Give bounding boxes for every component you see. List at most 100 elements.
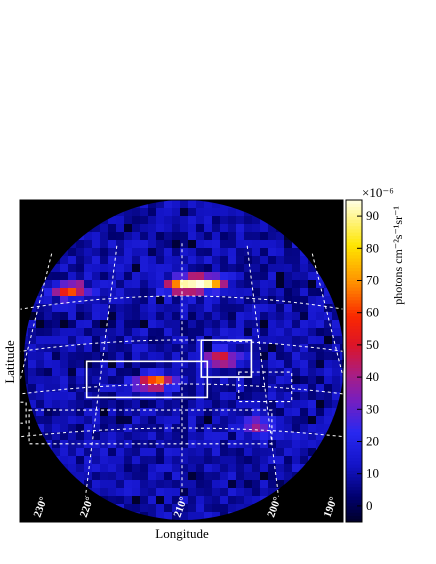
longitude-line bbox=[20, 253, 53, 383]
heatmap-cell bbox=[60, 352, 68, 360]
heatmap-cell bbox=[260, 336, 268, 344]
heatmap-cell bbox=[76, 464, 84, 472]
heatmap-cell bbox=[60, 304, 68, 312]
heatmap-cell bbox=[284, 320, 292, 328]
heatmap-cell bbox=[244, 408, 252, 416]
heatmap-cell bbox=[68, 400, 76, 408]
heatmap-cell bbox=[300, 360, 308, 368]
heatmap-cell bbox=[68, 320, 76, 328]
heatmap-cell bbox=[100, 416, 108, 424]
heatmap-cell bbox=[92, 320, 100, 328]
heatmap-cell bbox=[228, 280, 236, 288]
heatmap-cell bbox=[76, 432, 84, 440]
heatmap-cell bbox=[100, 272, 108, 280]
heatmap-cell bbox=[92, 472, 100, 480]
colorbar-swatch bbox=[346, 393, 362, 397]
heatmap-cell bbox=[76, 376, 84, 384]
heatmap-cell bbox=[124, 232, 132, 240]
heatmap-cell bbox=[308, 280, 316, 288]
heatmap-cell bbox=[60, 336, 68, 344]
heatmap-cell bbox=[276, 400, 284, 408]
heatmap-cell bbox=[316, 408, 324, 416]
heatmap-cell bbox=[44, 272, 52, 280]
heatmap-cell bbox=[228, 352, 236, 360]
heatmap-cell bbox=[284, 376, 292, 384]
heatmap-cell bbox=[124, 296, 132, 304]
heatmap-cell bbox=[316, 352, 324, 360]
colorbar-swatch bbox=[346, 338, 362, 343]
heatmap-cell bbox=[236, 224, 244, 232]
heatmap-cell bbox=[164, 376, 172, 384]
heatmap-cell bbox=[284, 352, 292, 360]
heatmap-cell bbox=[68, 424, 76, 432]
heatmap-cell bbox=[188, 248, 196, 256]
heatmap-cell bbox=[140, 272, 148, 280]
heatmap-cell bbox=[60, 400, 68, 408]
heatmap-cell bbox=[292, 432, 300, 440]
colorbar-swatch bbox=[346, 464, 362, 468]
heatmap-cell bbox=[100, 320, 108, 328]
heatmap-cell bbox=[220, 320, 228, 328]
heatmap-cell bbox=[108, 416, 116, 424]
heatmap-cell bbox=[164, 400, 172, 408]
colorbar-swatch bbox=[346, 299, 362, 304]
heatmap-cell bbox=[260, 472, 268, 480]
longitude-line bbox=[311, 253, 343, 379]
heatmap-cell bbox=[148, 264, 156, 272]
heatmap-cell bbox=[268, 312, 276, 320]
heatmap-cell bbox=[36, 424, 44, 432]
heatmap-cell bbox=[68, 304, 76, 312]
heatmap-cell bbox=[244, 264, 252, 272]
heatmap-cell bbox=[236, 328, 244, 336]
heatmap-cell bbox=[108, 472, 116, 480]
heatmap-cell bbox=[308, 432, 316, 440]
heatmap-cell bbox=[204, 272, 212, 280]
heatmap-cell bbox=[308, 336, 316, 344]
colorbar-swatch bbox=[346, 280, 362, 285]
heatmap-cell bbox=[204, 208, 212, 216]
heatmap-cell bbox=[156, 448, 164, 456]
heatmap-cell bbox=[76, 424, 84, 432]
heatmap-cell bbox=[92, 488, 100, 496]
colorbar-tick-label: 50 bbox=[366, 337, 379, 352]
heatmap-cell bbox=[276, 320, 284, 328]
heatmap-cell bbox=[116, 312, 124, 320]
heatmap-cell bbox=[68, 280, 76, 288]
heatmap-cell bbox=[100, 256, 108, 264]
heatmap-cell bbox=[228, 288, 236, 296]
heatmap-cell bbox=[140, 368, 148, 376]
heatmap-cell bbox=[44, 376, 52, 384]
heatmap-cell bbox=[76, 328, 84, 336]
heatmap-cell bbox=[228, 400, 236, 408]
heatmap-cell bbox=[140, 400, 148, 408]
latitude-label: -10° bbox=[0, 347, 4, 359]
heatmap-cell bbox=[228, 456, 236, 464]
heatmap-cell bbox=[84, 424, 92, 432]
heatmap-cell bbox=[92, 272, 100, 280]
heatmap-cell bbox=[284, 456, 292, 464]
heatmap-cell bbox=[52, 304, 60, 312]
heatmap-cell bbox=[108, 424, 116, 432]
colorbar-swatch bbox=[346, 470, 362, 475]
colorbar-swatch bbox=[346, 499, 362, 504]
colorbar-swatch bbox=[346, 402, 362, 407]
heatmap-cell bbox=[244, 416, 252, 424]
heatmap-cell bbox=[68, 464, 76, 472]
heatmap-cell bbox=[324, 312, 332, 320]
heatmap-cell bbox=[212, 488, 220, 496]
heatmap-cell bbox=[332, 392, 340, 400]
heatmap-cell bbox=[332, 400, 340, 408]
heatmap-cell bbox=[188, 232, 196, 240]
heatmap-cell bbox=[36, 288, 44, 296]
heatmap-cell bbox=[52, 408, 60, 416]
heatmap-cell bbox=[284, 272, 292, 280]
heatmap-cell bbox=[52, 376, 60, 384]
heatmap-cell bbox=[284, 288, 292, 296]
heatmap-cell bbox=[172, 296, 180, 304]
heatmap-cell bbox=[276, 352, 284, 360]
heatmap-cell bbox=[84, 440, 92, 448]
heatmap-cell bbox=[268, 488, 276, 496]
heatmap-cell bbox=[172, 384, 180, 392]
colorbar-swatch bbox=[346, 418, 362, 423]
heatmap-cell bbox=[236, 488, 244, 496]
